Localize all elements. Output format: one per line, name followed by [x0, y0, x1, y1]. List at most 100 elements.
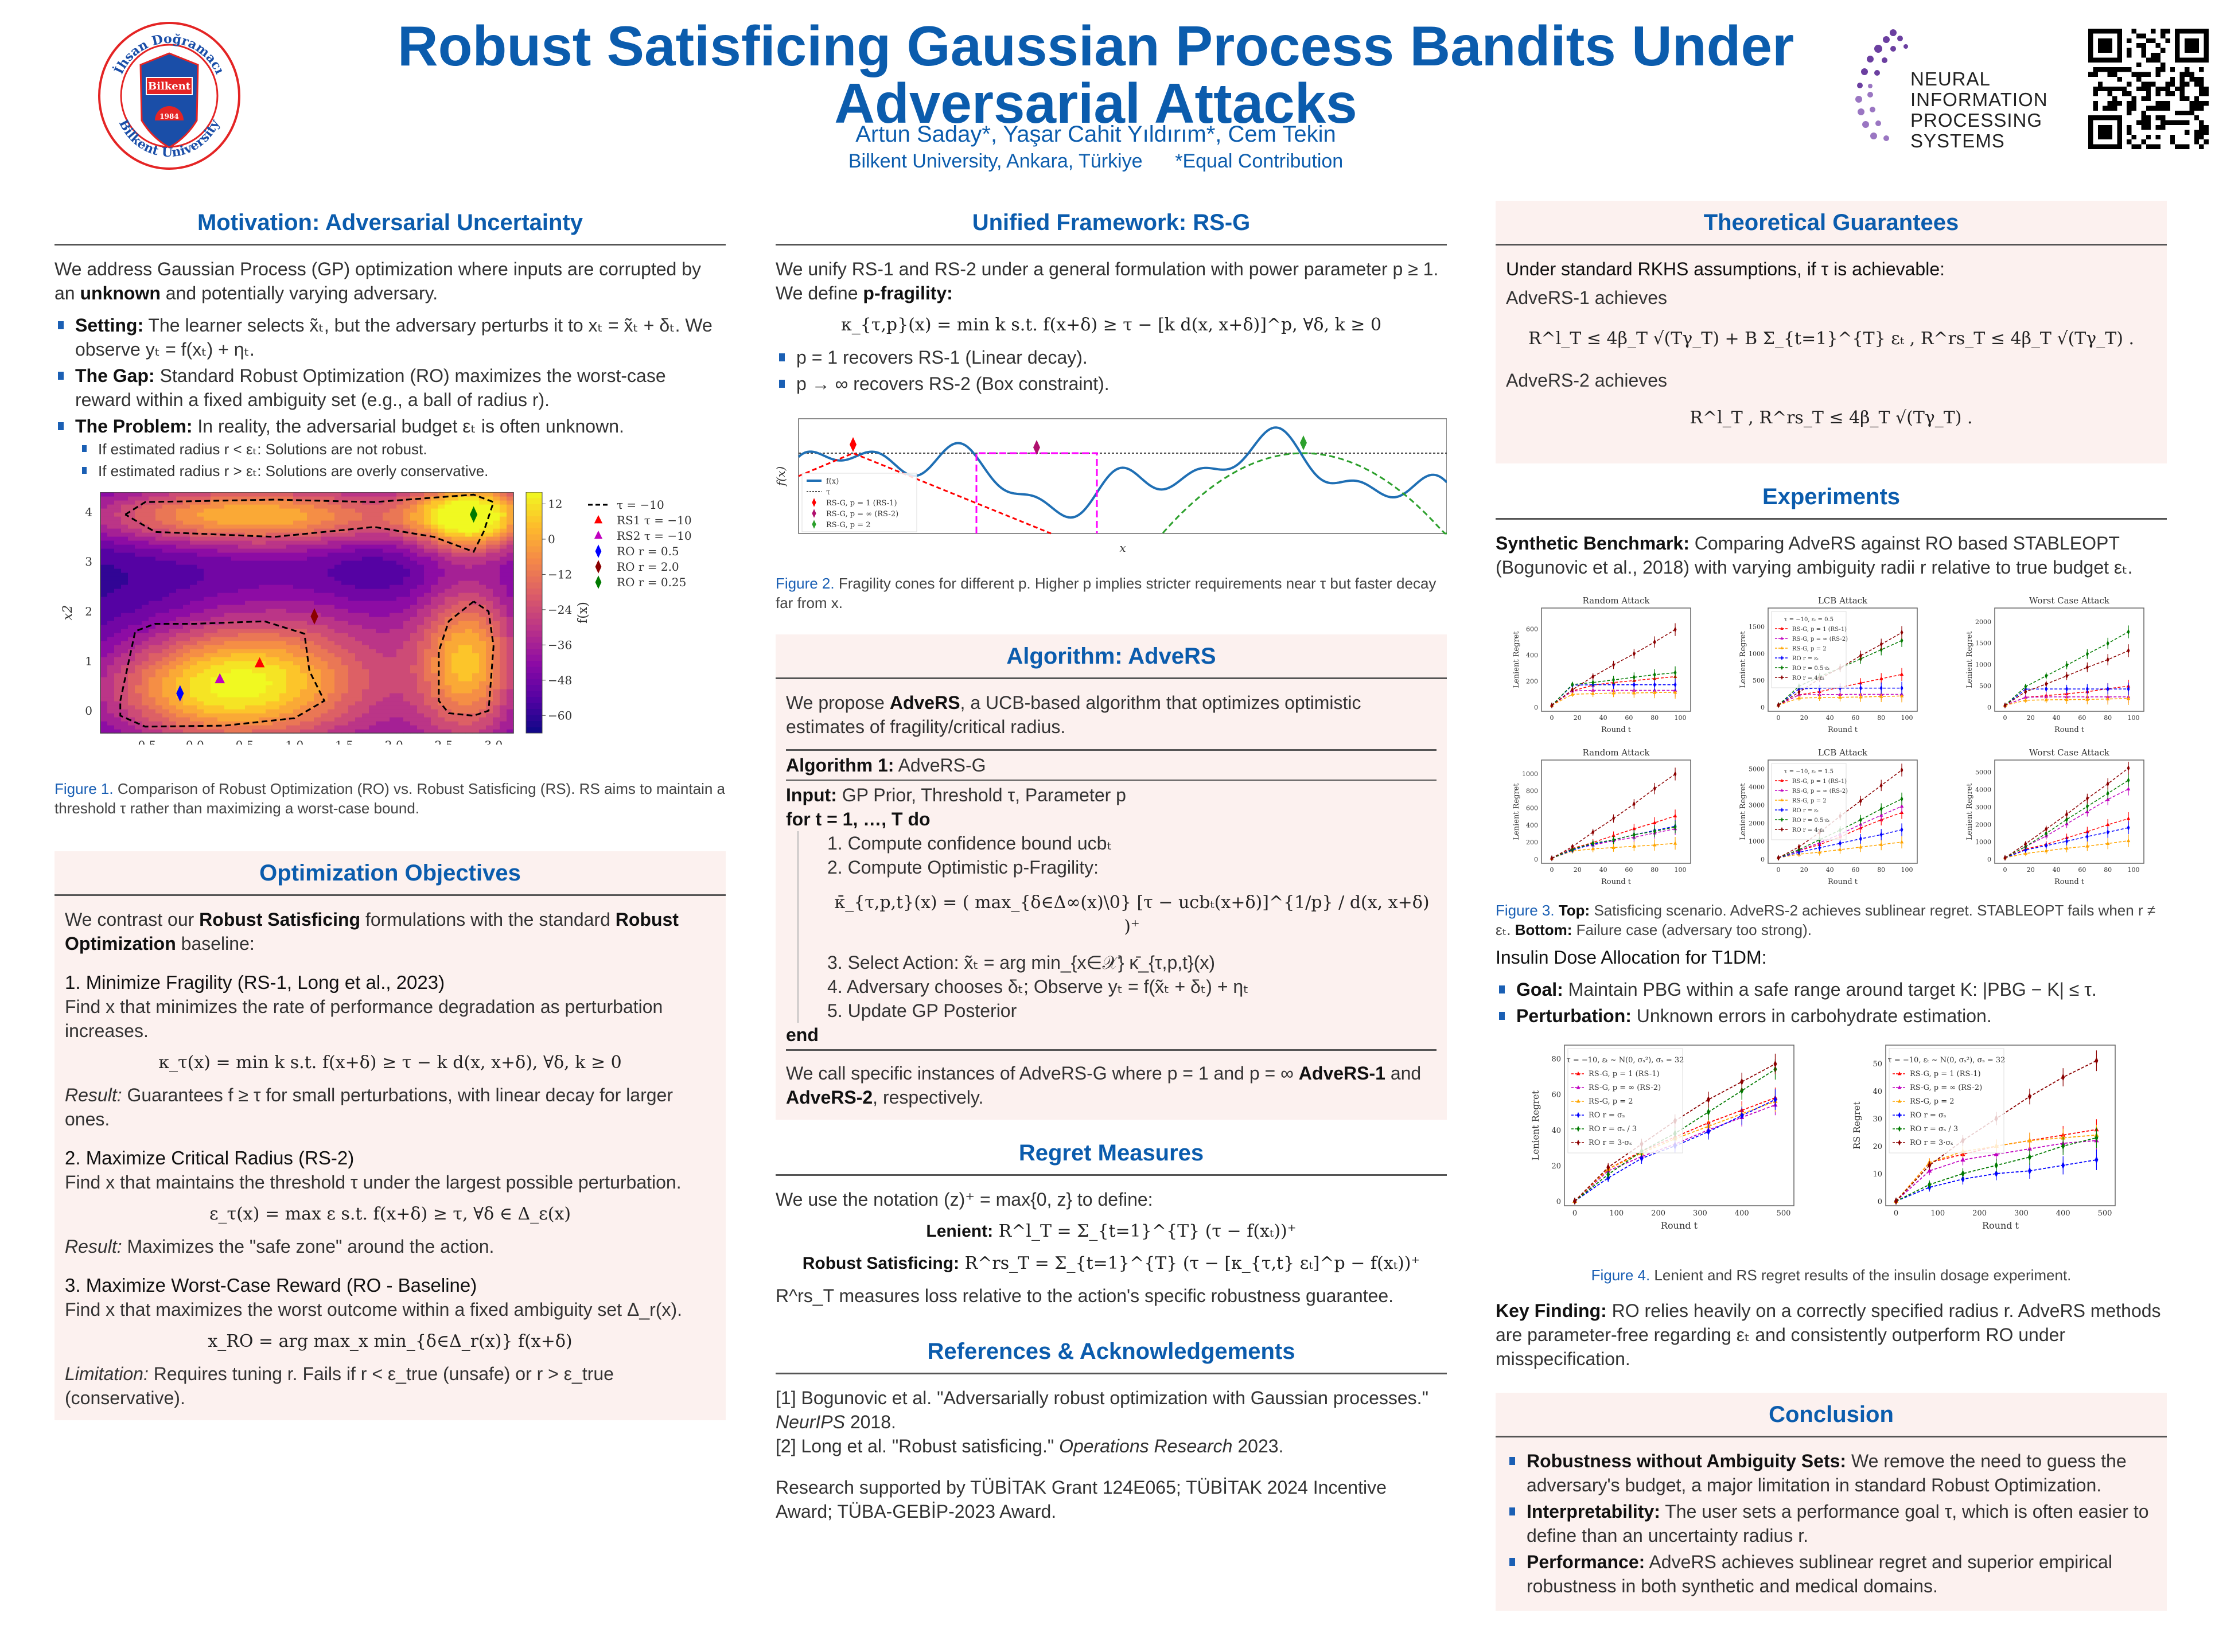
list-item: Perturbation: Unknown errors in carbohyd…: [1496, 1004, 2167, 1028]
data-point: [2085, 651, 2089, 657]
y-tick-label: 0: [1761, 704, 1765, 711]
legend-label: RS-G, p = 1 (RS-1): [1910, 1070, 1981, 1078]
equation: κ_{τ,p}(x) = min k s.t. f(x+δ) ≥ τ − [k …: [840, 315, 1382, 335]
y-tick-label: 5000: [1749, 765, 1765, 773]
data-point: [2023, 851, 2028, 855]
y-axis-label: f(x): [776, 466, 788, 487]
legend-marker: [1781, 827, 1783, 832]
data-point: [1653, 690, 1657, 694]
data-point: [1632, 844, 1636, 848]
data-point: [1994, 1170, 1998, 1178]
section-regret: Regret Measures We use the notation (z)⁺…: [776, 1131, 1447, 1318]
legend-marker: [1780, 788, 1784, 792]
x-tick-label: 0.5: [236, 738, 254, 745]
x-tick-label: 400: [2056, 1209, 2070, 1218]
colorbar: 12 0 −12 −24 −36 −48 −60: [525, 492, 572, 734]
legend-marker: [1780, 626, 1784, 630]
y-tick-label: 10: [1873, 1170, 1882, 1179]
panel-title: Random Attack: [1583, 747, 1650, 758]
data-point: [1632, 691, 1636, 695]
x-tick-label: -0.5: [134, 738, 157, 745]
data-point: [2126, 696, 2131, 700]
x-tick-label: 300: [1693, 1209, 1707, 1218]
x-tick-label: 40: [2053, 714, 2061, 722]
legend-label: RS-G, p = ∞ (RS-2): [1792, 636, 1848, 642]
data-point: [1653, 639, 1656, 645]
x-tick-label: 0: [1777, 866, 1781, 874]
algorithm-step: 2. Compute Optimistic p-Fragility:: [827, 857, 1099, 878]
x-tick-label: 20: [2027, 714, 2035, 722]
data-point: [1777, 702, 1780, 708]
qr-code-icon[interactable]: [2088, 29, 2209, 149]
legend-marker: [1780, 798, 1784, 801]
data-point: [1797, 696, 1801, 700]
x-tick-label: 80: [2104, 866, 2112, 874]
legend-label: RS-G, p = 1 (RS-1): [1792, 778, 1847, 785]
x-tick-label: 1.0: [285, 738, 303, 745]
list-item: p = 1 recovers RS-1 (Linear decay).: [776, 345, 1447, 369]
x-tick-label: 2.0: [385, 738, 403, 745]
legend-marker: [1781, 807, 1783, 813]
data-point: [2065, 662, 2068, 668]
data-point: [1706, 1128, 1710, 1136]
data-point: [1740, 1112, 1744, 1120]
legend-label: RS-G, p = 2: [1589, 1097, 1633, 1106]
section-title: Conclusion: [1496, 1393, 2167, 1437]
data-point: [2126, 816, 2131, 820]
data-point: [2126, 786, 2131, 790]
list-item: If estimated radius r > εₜ: Solutions ar…: [75, 461, 726, 481]
x-tick-label: 60: [1851, 866, 1859, 874]
legend-label: RS-G, p = 1 (RS-1): [826, 499, 897, 508]
figure-1-heatmap: -0.50.00.51.01.52.02.53.001234x1x2120−12…: [61, 492, 692, 768]
objective-heading: 3. Maximize Worst-Case Reward (RO - Base…: [65, 1275, 477, 1296]
legend-label: RS-G, p = 2: [826, 521, 871, 529]
legend-label: RO r = σₛ: [1589, 1111, 1625, 1120]
data-point: [1591, 846, 1595, 851]
legend-label: RO r = 4·εₜ: [1792, 675, 1824, 681]
x-tick-label: 200: [1651, 1209, 1665, 1218]
legend-label: RO r = σₛ / 3: [1589, 1125, 1637, 1133]
section-theory: Theoretical Guarantees Under standard RK…: [1496, 201, 2167, 463]
data-point: [2095, 1156, 2099, 1164]
y-tick-label: 5000: [1975, 769, 1991, 776]
data-point: [1591, 691, 1595, 695]
data-point: [1653, 843, 1657, 847]
data-point: [2023, 698, 2028, 702]
x-tick-label: 100: [2128, 714, 2140, 722]
figure-4-caption: Figure 4. Lenient and RS regret results …: [1591, 1267, 2072, 1284]
data-point: [1961, 1170, 1965, 1178]
y-tick-label: 3: [85, 555, 92, 568]
data-point: [1894, 1197, 1898, 1205]
y-axis-label: Lenient Regret: [1965, 631, 1974, 688]
legend-label: RS-G, p = ∞ (RS-2): [1792, 788, 1848, 794]
data-point: [1900, 827, 1903, 833]
y-tick-label: 600: [1526, 805, 1538, 812]
y-axis-label: x2: [61, 605, 75, 620]
y-tick-label: 1000: [1975, 839, 1991, 846]
data-point: [1673, 771, 1677, 777]
data-point: [1899, 839, 1904, 844]
algorithm-box: Algorithm 1: AdveRS-G Input: GP Prior, T…: [786, 749, 1437, 1051]
y-tick-label: 400: [1526, 821, 1538, 829]
equation: ε_τ(x) = max ε s.t. f(x+δ) ≥ τ, ∀δ ∈ Δ_ε…: [209, 1204, 571, 1224]
data-point: [2085, 664, 2089, 671]
chart-panel: Worst Case Attack 0 500 1000 1500 2000 0 20 40 60…: [1965, 595, 2144, 734]
marker-rs2: [1033, 440, 1040, 455]
colorbar-tick-label: −24: [548, 603, 572, 617]
legend-marker: [1781, 665, 1783, 671]
data-point: [1900, 685, 1903, 691]
data-point: [2065, 697, 2069, 702]
equation: κ_τ(x) = min k s.t. f(x+δ) ≥ τ − k d(x, …: [158, 1053, 622, 1073]
y-tick-label: 20: [1873, 1143, 1882, 1151]
legend-marker: [1781, 675, 1783, 680]
x-axis-label: Round t: [1828, 726, 1858, 734]
legend-label: RO r = 0.5·εₜ: [1792, 817, 1830, 824]
list-item: Robustness without Ambiguity Sets: We re…: [1506, 1449, 2156, 1497]
legend-label: RO r = 0.25: [617, 575, 686, 589]
tau-contour: [119, 620, 326, 728]
data-point: [1859, 695, 1863, 699]
x-axis-label: x: [1119, 541, 1126, 555]
colorbar-tick-label: −60: [548, 708, 572, 722]
x-tick-label: 100: [1901, 714, 1913, 722]
equation: x_RO = arg max_x min_{δ∈Δ_r(x)} f(x+δ): [208, 1331, 573, 1351]
